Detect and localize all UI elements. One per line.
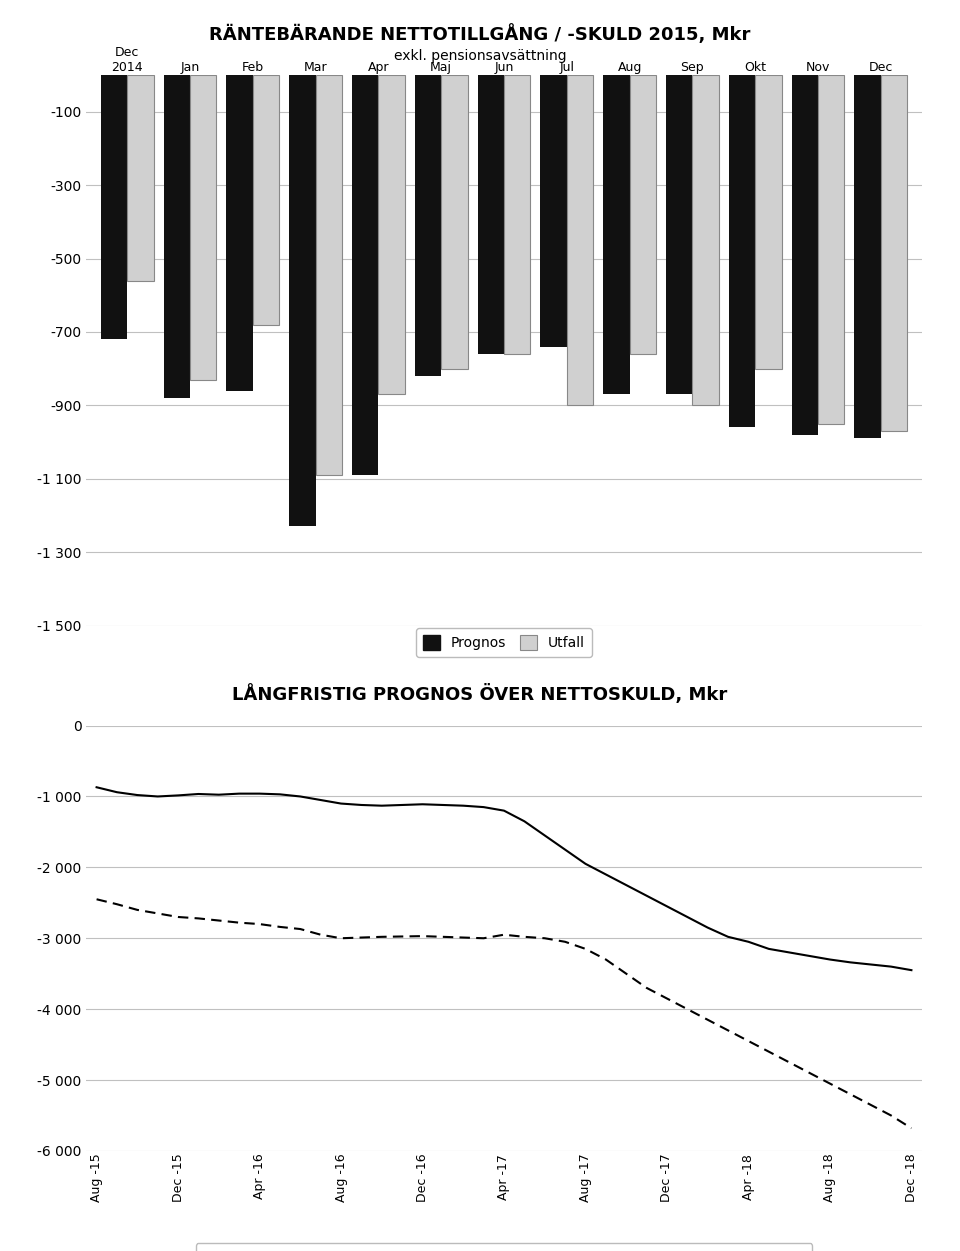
Bar bbox=[478, 75, 504, 354]
Bar bbox=[101, 75, 128, 339]
Bar bbox=[692, 75, 719, 405]
Bar bbox=[316, 75, 342, 475]
Bar bbox=[540, 75, 566, 347]
Bar bbox=[756, 75, 781, 369]
Bar bbox=[880, 75, 907, 432]
Text: RÄNTEBÄRANDE NETTOTILLGÅNG / -SKULD 2015, Mkr: RÄNTEBÄRANDE NETTOTILLGÅNG / -SKULD 2015… bbox=[209, 24, 751, 44]
Legend: Prognos nettotillgång exkl pensionsavs., Prognos nettotillgång inkl pensionsavs.: Prognos nettotillgång exkl pensionsavs.,… bbox=[196, 1243, 812, 1251]
Text: exkl. pensionsavsättning: exkl. pensionsavsättning bbox=[394, 49, 566, 64]
Bar bbox=[630, 75, 656, 354]
Bar bbox=[566, 75, 593, 405]
Bar bbox=[128, 75, 154, 280]
Bar bbox=[352, 75, 378, 475]
Bar bbox=[163, 75, 190, 398]
Bar bbox=[818, 75, 845, 424]
Bar bbox=[792, 75, 818, 434]
Bar bbox=[504, 75, 530, 354]
Bar bbox=[378, 75, 405, 394]
Bar bbox=[666, 75, 692, 394]
Bar bbox=[252, 75, 279, 324]
Bar bbox=[729, 75, 756, 428]
Bar bbox=[227, 75, 252, 390]
Bar bbox=[854, 75, 880, 438]
Bar bbox=[442, 75, 468, 369]
Legend: Prognos, Utfall: Prognos, Utfall bbox=[416, 628, 592, 657]
Bar bbox=[190, 75, 216, 379]
Bar bbox=[415, 75, 442, 377]
Bar bbox=[289, 75, 316, 527]
Text: LÅNGFRISTIG PROGNOS ÖVER NETTOSKULD, Mkr: LÅNGFRISTIG PROGNOS ÖVER NETTOSKULD, Mkr bbox=[232, 684, 728, 704]
Bar bbox=[603, 75, 630, 394]
